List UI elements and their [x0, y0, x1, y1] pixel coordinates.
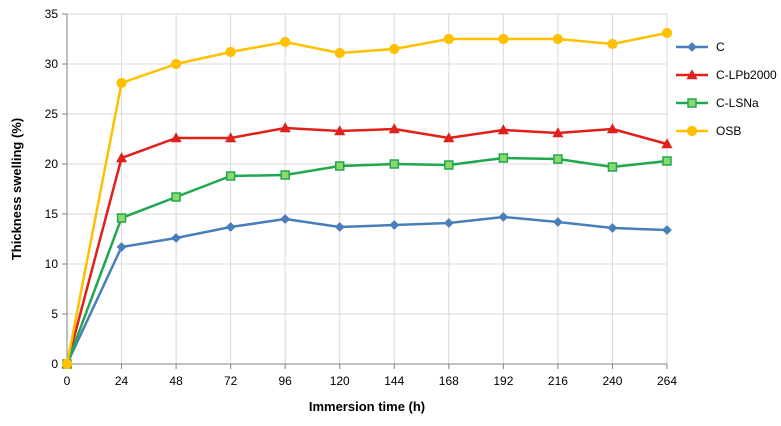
legend-marker-c	[687, 42, 697, 52]
y-axis-title: Thickness swelling (%)	[9, 118, 24, 260]
data-point-c-lsna	[498, 153, 509, 163]
x-tick-label: 96	[279, 374, 293, 388]
x-tick-label: 264	[657, 374, 677, 388]
y-tick-label: 25	[45, 107, 59, 121]
y-tick-label: 20	[45, 157, 59, 171]
x-tick-label: 168	[439, 374, 459, 388]
legend: C C-LPb2000 C-LSNa OSB	[676, 40, 777, 138]
legend-item-c-lpb2000: C-LPb2000	[676, 68, 777, 82]
data-point-c-lpb2000	[661, 138, 673, 149]
legend-marker-c-lpb2000	[686, 69, 698, 80]
series-c-lsna	[62, 153, 672, 369]
series-osb	[61, 27, 673, 370]
x-tick-label: 216	[548, 374, 568, 388]
data-point-c-lsna	[444, 160, 454, 170]
data-point-c-lsna	[607, 162, 618, 172]
data-point-c-lsna	[553, 154, 563, 164]
series-c	[62, 212, 672, 369]
data-point-c-lpb2000	[279, 122, 291, 133]
data-point-osb	[552, 33, 564, 45]
legend-label-osb: OSB	[716, 124, 741, 138]
data-point-c-lpb2000	[225, 132, 237, 143]
series-line-c-lsna	[65, 156, 668, 365]
data-point-c	[116, 242, 127, 252]
data-point-c-lpb2000	[115, 152, 128, 163]
legend-marker-osb	[686, 125, 698, 137]
data-point-c	[553, 217, 563, 227]
data-point-c-lpb2000	[443, 132, 455, 143]
data-point-c	[443, 218, 454, 228]
data-point-osb	[661, 27, 673, 39]
y-tick-label: 35	[45, 7, 59, 21]
data-point-osb	[170, 58, 182, 70]
data-point-osb	[498, 33, 509, 45]
series-line-c	[65, 215, 668, 365]
tick-labels: 0 5 10 15 20 25 30 35 0 24 48 72 96 120 144 168 192 216 24…	[45, 7, 678, 388]
data-point-c-lsna	[334, 161, 345, 171]
data-point-osb	[607, 38, 618, 50]
data-point-c-lsna	[662, 156, 672, 166]
data-point-osb	[443, 33, 454, 45]
data-point-osb	[280, 36, 291, 48]
x-axis-title: Immersion time (h)	[309, 399, 425, 414]
data-point-c	[662, 225, 672, 235]
x-tick-label: 24	[115, 374, 129, 388]
data-point-c-lsna	[116, 213, 127, 223]
data-point-c	[225, 222, 236, 232]
series-line-osb	[65, 31, 668, 365]
series	[61, 27, 673, 370]
data-point-c-lpb2000	[497, 124, 509, 135]
data-point-osb	[61, 358, 73, 370]
data-point-c-lsna	[171, 192, 181, 202]
legend-label-c-lpb2000: C-LPb2000	[716, 68, 777, 82]
y-tick-label: 10	[45, 257, 59, 271]
legend-label-c: C	[716, 40, 725, 54]
legend-item-c: C	[676, 40, 725, 54]
data-point-c-lsna	[225, 171, 236, 181]
data-point-c	[280, 214, 291, 224]
data-point-c-lsna	[280, 170, 290, 180]
data-point-c-lpb2000	[388, 123, 400, 134]
data-point-osb	[389, 43, 400, 55]
data-point-osb	[334, 47, 345, 59]
x-tick-label: 192	[493, 374, 513, 388]
data-point-c	[171, 233, 181, 243]
y-tick-label: 5	[51, 307, 58, 321]
x-tick-label: 48	[169, 374, 183, 388]
legend-item-c-lsna: C-LSNa	[676, 96, 759, 110]
x-tick-label: 0	[64, 374, 71, 388]
data-point-osb	[116, 77, 127, 89]
axes	[62, 13, 668, 369]
grid	[67, 13, 668, 364]
legend-item-osb: OSB	[676, 124, 741, 138]
data-point-c-lpb2000	[170, 132, 182, 143]
x-tick-label: 144	[384, 374, 404, 388]
x-tick-label: 240	[602, 374, 622, 388]
data-point-c-lpb2000	[552, 127, 564, 138]
data-point-c-lpb2000	[334, 125, 346, 136]
x-tick-label: 72	[224, 374, 238, 388]
y-tick-label: 15	[45, 207, 59, 221]
legend-marker-c-lsna	[687, 98, 697, 108]
data-point-c	[389, 220, 400, 230]
series-line-c-lpb2000	[65, 126, 668, 365]
legend-label-c-lsna: C-LSNa	[716, 96, 759, 110]
x-tick-label: 120	[330, 374, 350, 388]
data-point-c	[607, 223, 618, 233]
data-point-c-lsna	[389, 159, 400, 169]
series-c-lpb2000	[61, 122, 673, 369]
data-point-osb	[225, 46, 236, 58]
data-point-c	[498, 212, 509, 222]
data-point-c-lpb2000	[606, 123, 619, 134]
y-tick-label: 0	[51, 357, 58, 371]
y-tick-label: 30	[45, 57, 59, 71]
data-point-c	[334, 222, 345, 232]
